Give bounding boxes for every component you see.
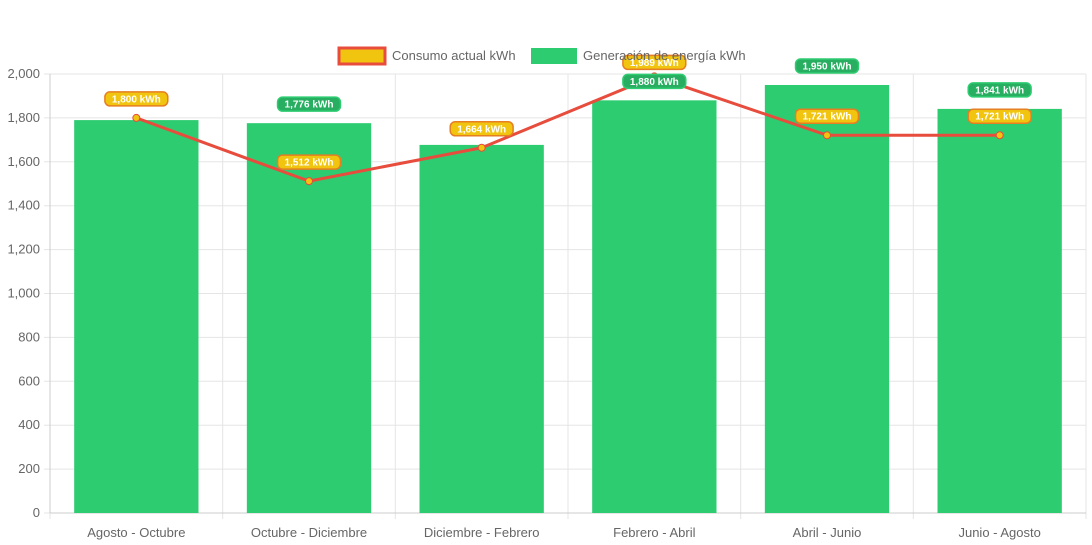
data-label: 1,800 kWh (112, 94, 161, 105)
data-label-bg (622, 54, 687, 71)
data-label-bg (794, 108, 860, 124)
data-label-bg (967, 108, 1032, 124)
data-label: 1,721 kWh (975, 112, 1024, 123)
legend-label-consumo[interactable]: Consumo actual kWh (392, 48, 516, 63)
legend: Consumo actual kWh Generación de energía… (337, 46, 746, 66)
data-label: 1,512 kWh (285, 158, 334, 169)
y-tick-label: 1,000 (7, 286, 40, 301)
data-label-bg (276, 96, 342, 112)
data-label-bg (794, 58, 860, 74)
x-tick-label: Febrero - Abril (613, 525, 695, 540)
line-point[interactable] (132, 113, 141, 122)
y-tick-label: 1,400 (7, 198, 40, 213)
y-tick-label: 2,000 (7, 66, 40, 81)
data-label: 1,950 kWh (803, 61, 852, 72)
data-label: 1,664 kWh (457, 124, 506, 135)
legend-label-generacion[interactable]: Generación de energía kWh (583, 48, 746, 63)
data-label: 1,721 kWh (803, 112, 852, 123)
x-axis: Agosto - Octubre Octubre - Diciembre Dicie… (50, 512, 1086, 540)
y-tick-label: 1,800 (7, 110, 40, 125)
data-label-bg (276, 154, 342, 170)
bar[interactable] (246, 123, 372, 513)
data-label-bg (104, 91, 169, 107)
data-labels: 1,776 kWh 1,880 kWh 1,950 kWh 1,841 kWh 1,80… (104, 54, 1032, 170)
bar[interactable] (419, 144, 544, 513)
legend-swatch-generacion[interactable] (531, 48, 577, 64)
data-label-bg (967, 82, 1032, 98)
y-tick-label: 1,600 (7, 154, 40, 169)
consumption-line (135, 74, 1000, 183)
bar[interactable] (74, 120, 199, 513)
legend-swatch-consumo[interactable] (337, 46, 387, 66)
y-tick-label: 800 (18, 329, 40, 344)
x-tick-label: Abril - Junio (793, 525, 862, 540)
data-label: 1,989 kWh (630, 58, 679, 69)
y-tick-label: 600 (18, 373, 40, 388)
y-tick-label: 200 (18, 461, 40, 476)
y-tick-label: 0 (33, 505, 40, 520)
data-label-bg (449, 121, 514, 137)
data-label: 1,776 kWh (285, 100, 334, 111)
bar-series (74, 84, 1062, 513)
data-label-bg (622, 73, 687, 90)
line-point[interactable] (995, 131, 1004, 140)
x-tick-label: Diciembre - Febrero (424, 525, 540, 540)
data-label: 1,841 kWh (975, 85, 1024, 96)
bar[interactable] (937, 108, 1062, 513)
y-axis: 0 200 400 600 800 1,000 1,200 1,400 1,600 1,800 2,… (7, 66, 51, 520)
line-point[interactable] (305, 177, 313, 186)
x-tick-label: Octubre - Diciembre (251, 525, 367, 540)
line-point[interactable] (823, 131, 831, 140)
line-point[interactable] (477, 143, 486, 152)
y-tick-label: 1,200 (7, 242, 40, 257)
y-tick-label: 400 (18, 417, 40, 432)
bar[interactable] (592, 100, 717, 513)
x-tick-label: Junio - Agosto (958, 525, 1040, 540)
data-label: 1,880 kWh (630, 77, 679, 88)
x-tick-label: Agosto - Octubre (87, 525, 185, 540)
bar[interactable] (764, 84, 890, 513)
